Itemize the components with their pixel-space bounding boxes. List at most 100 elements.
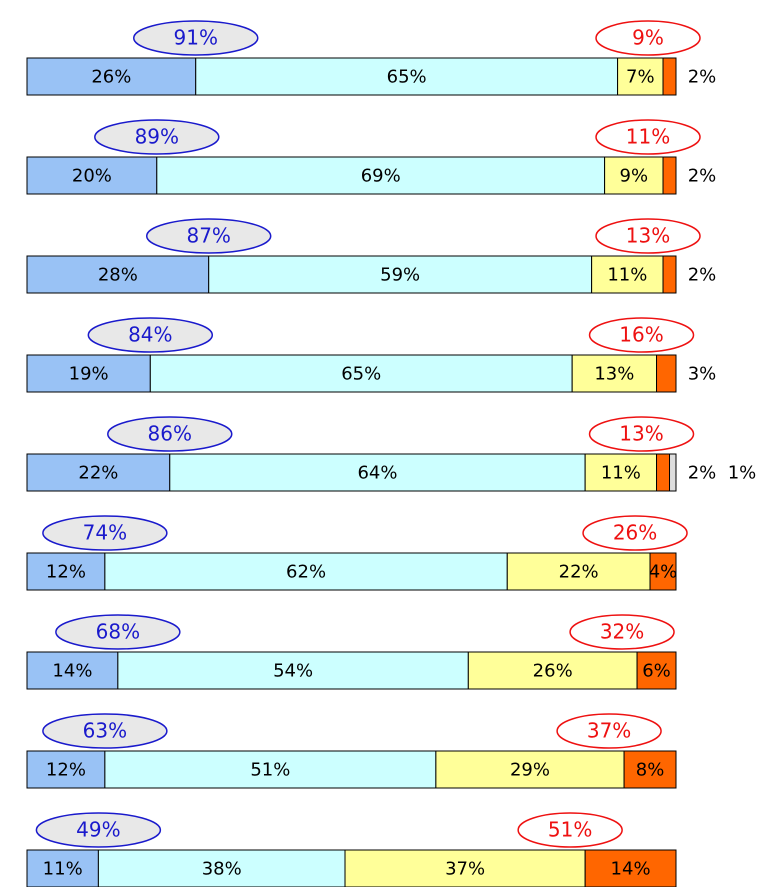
bar-segment [26, 156, 158, 195]
segment-label: 9% [620, 166, 649, 187]
bar-segment [649, 552, 677, 591]
left-total-badge [35, 812, 162, 848]
right-total-label: 32% [600, 620, 644, 644]
segment-label: 28% [98, 265, 138, 286]
right-total-label: 13% [626, 224, 670, 248]
right-total-label: 16% [619, 323, 663, 347]
bar-segment [662, 156, 677, 195]
segment-label: 65% [387, 67, 427, 88]
segment-label: 11% [43, 859, 83, 880]
segment-label: 69% [361, 166, 401, 187]
segment-label: 54% [273, 661, 313, 682]
segment-label: 4% [649, 562, 678, 583]
bar-segment [26, 651, 119, 690]
segment-label: 38% [202, 859, 242, 880]
right-total-badge [588, 416, 695, 452]
segment-label: 13% [594, 364, 634, 385]
bar-segment [169, 453, 586, 492]
bar-segment [195, 57, 619, 96]
left-total-label: 49% [76, 818, 120, 842]
left-total-badge [145, 218, 272, 254]
segment-label: 1% [728, 463, 757, 484]
right-total-label: 26% [613, 521, 657, 545]
left-total-badge [87, 317, 214, 353]
segment-label: 51% [250, 760, 290, 781]
segment-label: 11% [601, 463, 641, 484]
right-total-label: 13% [619, 422, 663, 446]
right-total-label: 9% [632, 26, 664, 50]
segment-label: 11% [607, 265, 647, 286]
bar-segment [344, 849, 586, 887]
segment-label: 22% [559, 562, 599, 583]
left-total-badge [55, 614, 181, 650]
segment-label: 6% [642, 661, 671, 682]
bar-segment [636, 651, 677, 690]
segment-label: 26% [533, 661, 573, 682]
segment-label: 22% [78, 463, 118, 484]
right-total-badge [556, 713, 662, 749]
segment-label: 19% [69, 364, 109, 385]
segment-label: 12% [46, 760, 86, 781]
left-total-badge [42, 713, 168, 749]
right-total-label: 37% [587, 719, 631, 743]
bar-segment [656, 453, 671, 492]
bar-segment [584, 849, 677, 887]
right-total-label: 11% [626, 125, 670, 149]
segment-label: 2% [688, 265, 717, 286]
right-total-label: 51% [548, 818, 592, 842]
left-total-label: 86% [148, 422, 192, 446]
left-total-label: 89% [135, 125, 179, 149]
bar-segment [584, 453, 658, 492]
right-total-badge [582, 515, 688, 551]
bar-segment [26, 453, 171, 492]
left-total-label: 84% [128, 323, 172, 347]
left-total-label: 91% [174, 26, 218, 50]
left-total-label: 87% [186, 224, 230, 248]
left-total-badge [107, 416, 233, 452]
bar-segment [617, 57, 664, 96]
left-total-label: 74% [83, 521, 127, 545]
segment-label: 59% [380, 265, 420, 286]
segment-label: 8% [636, 760, 665, 781]
segment-label: 14% [52, 661, 92, 682]
segment-label: 62% [286, 562, 326, 583]
bar-segment [662, 255, 677, 294]
bar-segment [26, 354, 151, 393]
segment-label: 7% [626, 67, 655, 88]
segment-label: 2% [688, 463, 717, 484]
bar-segment [156, 156, 606, 195]
bar-segment [623, 750, 677, 789]
left-total-label: 63% [83, 719, 127, 743]
bar-segment [604, 156, 664, 195]
bar-segment [591, 255, 664, 294]
segment-label: 64% [357, 463, 397, 484]
bar-segment [435, 750, 625, 789]
bar-segment [26, 57, 197, 96]
right-total-badge [588, 317, 695, 353]
bar-segment [669, 453, 677, 492]
bar-segment [26, 255, 210, 294]
left-total-badge [42, 515, 168, 551]
segment-label: 37% [445, 859, 485, 880]
left-total-label: 68% [96, 620, 140, 644]
right-total-badge [595, 119, 701, 155]
segment-label: 2% [688, 166, 717, 187]
segment-label: 14% [611, 859, 651, 880]
left-total-badge [94, 119, 220, 155]
bar-segment [571, 354, 658, 393]
segment-label: 65% [341, 364, 381, 385]
segment-label: 26% [91, 67, 131, 88]
right-total-badge [569, 614, 675, 650]
segment-label: 12% [46, 562, 86, 583]
bar-segment [506, 552, 651, 591]
segment-label: 29% [510, 760, 550, 781]
bar-segment [117, 651, 469, 690]
right-total-badge [595, 218, 701, 254]
right-total-badge [595, 20, 701, 56]
left-total-badge [132, 20, 259, 56]
bar-segment [26, 552, 106, 591]
bar-segment [26, 750, 106, 789]
segment-label: 20% [72, 166, 112, 187]
bar-segment [656, 354, 677, 393]
